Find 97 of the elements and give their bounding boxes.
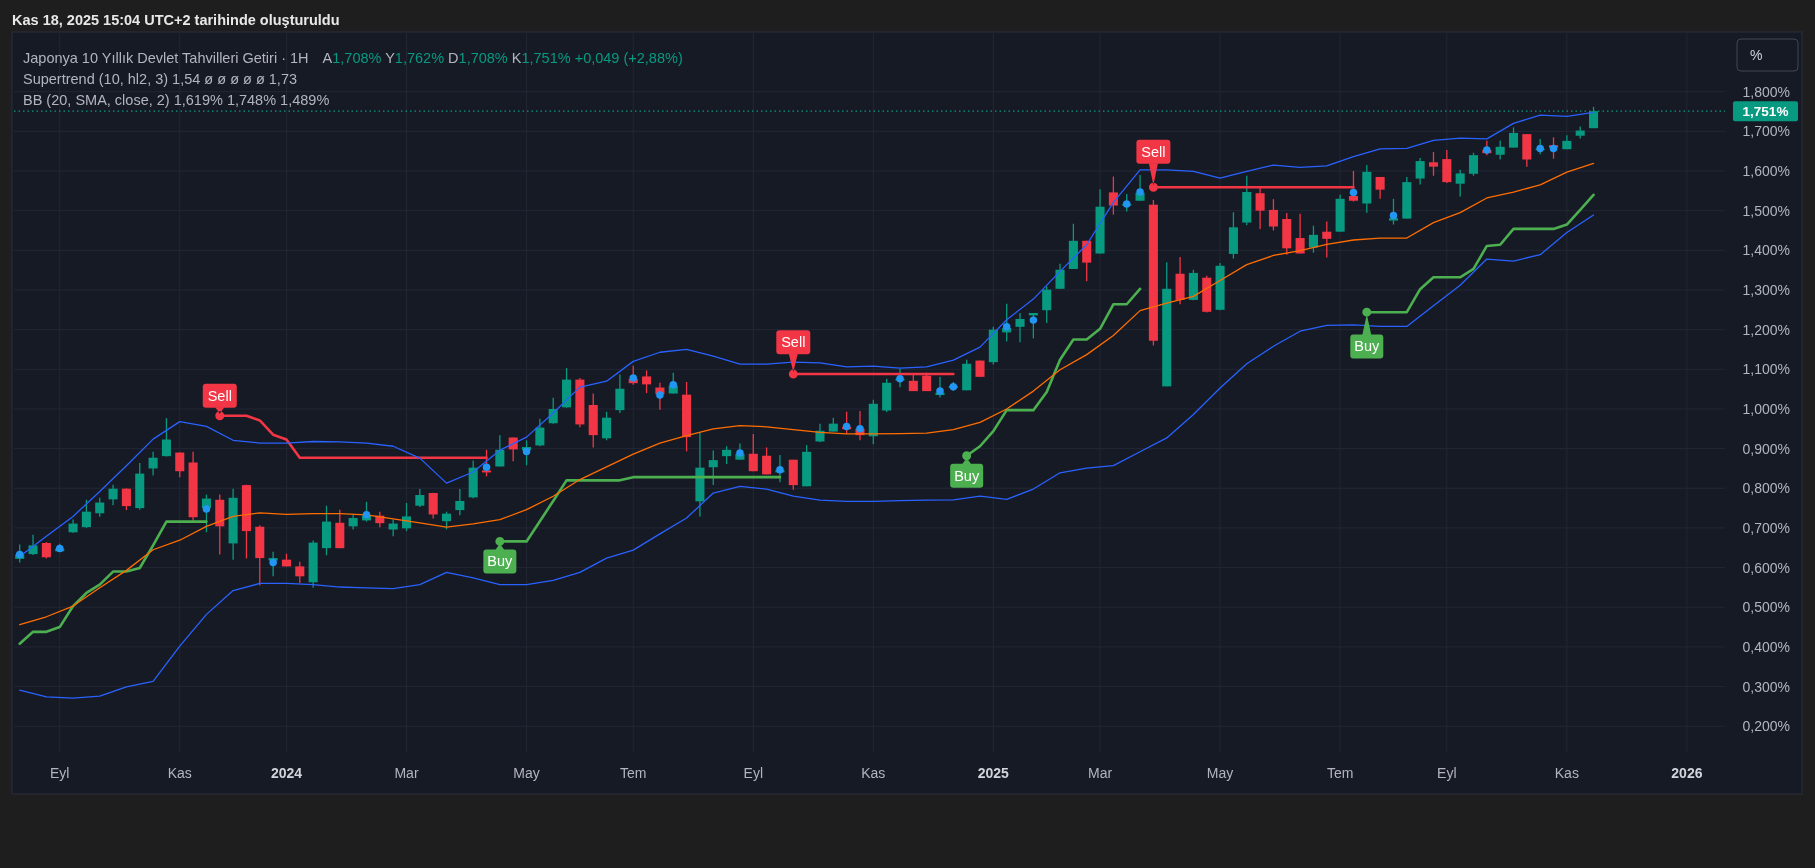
point (522, 447, 531, 456)
x-tick-label: 2025 (977, 765, 1010, 781)
point (1483, 146, 1491, 154)
point (776, 465, 784, 474)
point (842, 422, 851, 431)
candlestick (1108, 175, 1118, 216)
text: Kas 18, 2025 15:04 UTC+2 tarihinde oluşturuldu (12, 12, 340, 28)
candlestick (1322, 220, 1332, 259)
point (1349, 188, 1358, 197)
candlestick (1042, 285, 1052, 324)
candlestick (1268, 198, 1278, 232)
x-tick-label: Tem (1326, 765, 1354, 781)
annotation: Supertrend (10, hl2, 3) 1,54 ø ø ø ø ø 1,73 (23, 71, 298, 87)
candlestick (428, 491, 438, 520)
y-tick-label: 1,500% (1742, 202, 1790, 219)
x-tick-label: May (513, 765, 540, 781)
percent-button: % (1736, 38, 1799, 72)
point (629, 374, 637, 382)
x-tick-label: Kas (1554, 765, 1579, 781)
point (669, 381, 677, 389)
x-tick-label: 2026 (1671, 765, 1703, 781)
candlestick (1495, 139, 1505, 161)
point (1549, 144, 1558, 153)
candlestick (455, 488, 465, 516)
candlestick (108, 484, 118, 506)
annotation: Sell (781, 334, 806, 351)
candlestick (762, 446, 772, 476)
x-tick-label: May (1206, 765, 1234, 781)
y-tick-label: 1,400% (1742, 242, 1790, 259)
y-tick-label: 0,400% (1742, 638, 1790, 655)
candlestick (295, 560, 305, 584)
candlestick (642, 369, 652, 394)
y-tick-label: 0,800% (1742, 480, 1790, 497)
point (269, 558, 277, 567)
annotation: Sell (207, 387, 232, 404)
y-tick-label: 0,600% (1742, 559, 1790, 576)
x-tick-label: 2024 (270, 765, 303, 781)
x-tick-label: Eyl (50, 765, 70, 781)
point (936, 387, 944, 395)
y-tick-label: 1,800% (1742, 83, 1790, 100)
point (482, 463, 491, 471)
candlestick (161, 417, 171, 458)
annotation: Sell (1141, 143, 1166, 160)
candlestick (175, 451, 185, 478)
point (1136, 188, 1144, 196)
candlestick (1442, 149, 1452, 184)
y-tick-label: 0,200% (1742, 718, 1790, 735)
y-tick-label: 0,700% (1742, 519, 1790, 536)
y-tick-label: 0,900% (1742, 440, 1790, 457)
candlestick (602, 411, 612, 441)
x-tick-label: Mar (1087, 765, 1113, 781)
y-tick-label: 1,100% (1742, 361, 1790, 378)
x-tick-label: Tem (620, 765, 647, 781)
y-tick-label: 1,000% (1742, 400, 1790, 417)
candlestick (1468, 152, 1479, 177)
candlestick (95, 497, 105, 518)
y-tick-label: 0,300% (1742, 678, 1790, 695)
x-tick-label: Mar (394, 765, 419, 781)
point (1389, 211, 1398, 220)
candlestick (1055, 263, 1065, 290)
ref-line-label: 1,751% (1742, 103, 1789, 119)
candlestick (535, 418, 545, 447)
annotation: BB (20, SMA, close, 2) 1,619% 1,748% 1,489% (23, 92, 330, 108)
point (202, 505, 211, 513)
candlestick (1508, 126, 1519, 149)
candlestick (1388, 198, 1399, 226)
candlestick (401, 502, 412, 532)
y-tick-label: 1,700% (1742, 123, 1790, 140)
candlestick (1455, 169, 1465, 198)
candlestick (1308, 225, 1318, 254)
candlestick (1415, 157, 1425, 186)
y-tick-label: 1,300% (1742, 281, 1790, 298)
x-tick-label: Eyl (743, 765, 763, 781)
candlestick (81, 499, 91, 529)
candlestick (1015, 312, 1025, 343)
y-tick-label: 0,500% (1742, 599, 1790, 616)
x-tick-label: Kas (861, 765, 886, 781)
point (656, 391, 664, 399)
x-tick-label: Kas (167, 765, 192, 781)
candlestick (748, 433, 758, 472)
candlestick (148, 451, 158, 477)
point (15, 550, 24, 559)
candlestick (121, 487, 131, 511)
point (362, 511, 371, 519)
point (1029, 316, 1038, 324)
candlestick (1082, 240, 1092, 282)
point (1536, 144, 1544, 153)
x-tick-label: Eyl (1437, 765, 1457, 781)
candlestick (1428, 151, 1439, 177)
candlestick (615, 373, 625, 414)
candlestick (708, 449, 718, 486)
point (736, 449, 744, 457)
point (1002, 323, 1011, 331)
text: A1,708% Y1,762% D1,708% K1,751% +0,049 (+2,88%) (322, 50, 683, 66)
y-tick-label: 1,200% (1742, 321, 1790, 338)
text: Japonya 10 Yıllık Devlet Tahvilleri Getiri · 1H (23, 50, 309, 66)
y-tick-label: 1,600% (1742, 163, 1790, 180)
